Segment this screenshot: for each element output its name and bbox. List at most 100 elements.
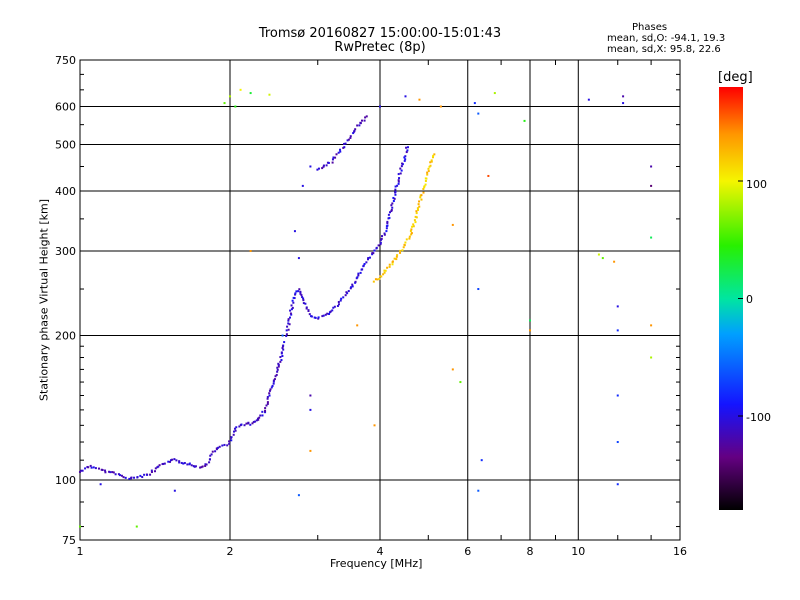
data-point xyxy=(365,115,368,118)
data-point xyxy=(613,260,616,263)
data-point xyxy=(356,276,359,279)
data-point xyxy=(269,388,272,391)
data-point xyxy=(277,363,280,366)
data-point xyxy=(229,95,231,98)
data-point xyxy=(344,294,347,297)
data-point xyxy=(247,421,250,424)
data-point xyxy=(139,474,142,477)
data-point xyxy=(426,171,429,174)
data-point xyxy=(308,313,311,316)
data-point xyxy=(523,119,526,122)
data-point xyxy=(291,306,294,309)
data-point xyxy=(337,151,340,154)
data-point xyxy=(331,158,334,161)
data-point xyxy=(208,458,211,461)
data-point xyxy=(378,277,381,280)
data-point xyxy=(388,263,391,266)
data-point xyxy=(204,464,207,467)
data-point xyxy=(97,467,100,470)
data-point xyxy=(403,159,406,162)
data-point xyxy=(390,204,393,207)
data-point xyxy=(351,285,354,288)
data-point xyxy=(168,460,171,463)
y-tick-label: 100 xyxy=(55,474,76,487)
data-point xyxy=(150,469,153,472)
data-point xyxy=(223,102,226,105)
data-point xyxy=(432,154,435,157)
data-point xyxy=(399,251,402,254)
data-point xyxy=(209,454,212,457)
data-point xyxy=(194,465,197,468)
data-point xyxy=(400,169,403,172)
data-point xyxy=(351,283,354,286)
data-point xyxy=(397,173,400,176)
data-point xyxy=(392,200,395,203)
data-point xyxy=(418,98,421,101)
data-point xyxy=(405,151,408,154)
data-point xyxy=(302,297,305,300)
data-point xyxy=(234,429,237,432)
data-point xyxy=(616,483,619,486)
data-point xyxy=(412,225,415,228)
data-point xyxy=(245,422,248,425)
data-point xyxy=(346,139,349,142)
data-point xyxy=(383,233,386,236)
data-point xyxy=(422,187,425,190)
data-point xyxy=(397,182,400,185)
data-point xyxy=(347,138,350,141)
data-point xyxy=(162,462,165,465)
data-point xyxy=(266,402,269,405)
data-point xyxy=(186,463,189,466)
data-point xyxy=(104,469,107,472)
data-point xyxy=(379,238,382,241)
data-point xyxy=(271,384,274,387)
data-point xyxy=(217,446,220,449)
data-point xyxy=(400,165,403,168)
data-point xyxy=(272,379,275,382)
data-point xyxy=(287,322,290,325)
data-point xyxy=(322,314,325,317)
data-point xyxy=(230,439,233,442)
data-point xyxy=(352,132,355,135)
data-point xyxy=(201,465,204,468)
data-point xyxy=(414,221,417,224)
data-point xyxy=(111,471,114,474)
data-point xyxy=(188,462,191,465)
data-point xyxy=(415,216,418,219)
data-point xyxy=(380,237,383,240)
data-point xyxy=(356,124,359,127)
data-point xyxy=(386,266,389,269)
data-point xyxy=(350,286,353,289)
data-point xyxy=(276,366,279,369)
data-point xyxy=(280,351,283,354)
data-point xyxy=(309,408,312,411)
data-point xyxy=(424,179,427,182)
data-point xyxy=(359,271,362,274)
data-point xyxy=(367,258,370,261)
data-point xyxy=(385,227,388,230)
data-point xyxy=(211,450,214,453)
data-point xyxy=(587,98,590,101)
data-point xyxy=(293,230,296,233)
data-point xyxy=(290,313,293,316)
data-point xyxy=(391,202,394,205)
data-point xyxy=(79,525,81,528)
data-point xyxy=(316,168,319,171)
data-point xyxy=(298,288,301,291)
data-point xyxy=(347,290,350,293)
y-tick-label: 750 xyxy=(55,54,76,67)
data-point xyxy=(616,329,619,332)
data-point xyxy=(243,424,246,427)
data-point xyxy=(339,148,342,151)
data-point xyxy=(487,174,490,177)
data-point xyxy=(240,423,243,426)
data-point xyxy=(404,158,407,161)
data-point xyxy=(101,468,104,471)
data-point xyxy=(397,180,400,183)
data-point xyxy=(426,173,429,176)
data-point xyxy=(373,424,376,427)
data-point xyxy=(388,216,391,219)
data-point xyxy=(383,271,386,274)
x-tick-label: 1 xyxy=(77,545,84,558)
data-point xyxy=(423,185,426,188)
